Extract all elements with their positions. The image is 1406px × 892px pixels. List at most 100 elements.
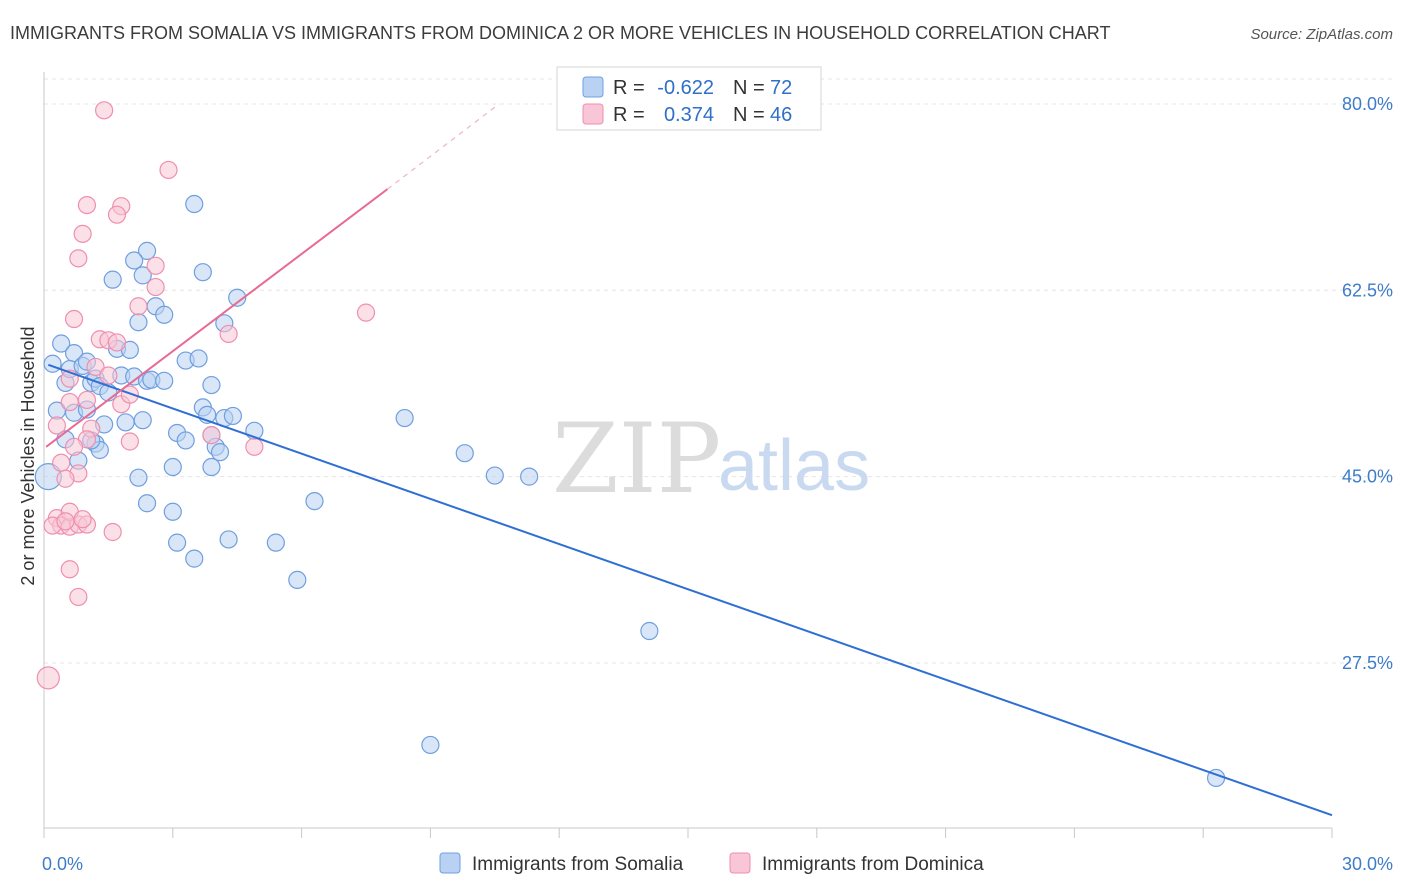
point-somalia — [155, 305, 174, 324]
point-somalia — [640, 621, 659, 641]
point-dominica — [52, 453, 71, 472]
point-somalia — [485, 466, 504, 485]
watermark-atlas: atlas — [718, 426, 870, 506]
trend-line-somalia — [47, 363, 1333, 817]
point-somalia — [133, 411, 152, 430]
point-dominica — [129, 297, 148, 316]
stats-r-label-2: R = — [613, 104, 645, 126]
stats-n-label-1: N = — [733, 77, 765, 99]
point-somalia — [163, 457, 182, 477]
point-dominica — [86, 357, 105, 377]
point-somalia — [137, 241, 157, 260]
stats-n-label-2: N = — [733, 104, 765, 126]
y-tick-label: 62.5% — [1342, 280, 1393, 300]
point-dominica — [245, 437, 264, 456]
gridlines — [44, 78, 1392, 664]
point-dominica — [77, 390, 97, 410]
stats-r-value-2: 0.374 — [664, 104, 714, 126]
point-somalia — [163, 502, 182, 521]
point-somalia — [210, 443, 230, 462]
point-somalia — [455, 444, 474, 463]
point-somalia — [219, 530, 238, 549]
point-dominica — [56, 469, 75, 488]
point-dominica — [60, 392, 79, 412]
point-somalia — [176, 431, 195, 450]
point-dominica — [356, 303, 376, 322]
legend-swatch-dominica — [729, 852, 751, 874]
point-dominica — [120, 432, 139, 451]
point-somalia — [288, 570, 307, 590]
point-dominica — [47, 416, 66, 435]
series-dominica — [36, 101, 376, 690]
point-dominica — [146, 277, 165, 297]
point-somalia — [129, 313, 148, 332]
point-somalia — [202, 375, 221, 395]
point-somalia — [189, 349, 208, 368]
y-tick-label: 27.5% — [1342, 653, 1393, 673]
point-dominica — [64, 309, 84, 329]
legend-label-dominica: Immigrants from Dominica — [762, 854, 984, 875]
point-somalia — [167, 533, 187, 552]
stats-swatch-somalia — [582, 76, 604, 98]
point-somalia — [185, 549, 204, 568]
point-somalia — [52, 334, 71, 353]
point-dominica — [107, 205, 127, 224]
point-dominica — [95, 101, 114, 120]
point-dominica — [219, 324, 238, 344]
chart-source: Source: ZipAtlas.com — [1250, 26, 1393, 43]
y-tick-label: 45.0% — [1342, 467, 1393, 487]
point-dominica — [69, 249, 88, 268]
point-somalia — [305, 492, 324, 511]
point-somalia — [137, 494, 157, 513]
point-somalia — [116, 413, 135, 432]
legend: Immigrants from Somalia Immigrants from … — [439, 852, 984, 875]
chart-title: IMMIGRANTS FROM SOMALIA VS IMMIGRANTS FR… — [10, 23, 1110, 43]
y-tick-labels: 27.5% 45.0% 62.5% 80.0% — [1342, 94, 1393, 673]
point-dominica — [36, 666, 60, 690]
point-dominica — [77, 195, 97, 215]
x-tick-label: 0.0% — [42, 854, 83, 874]
point-somalia — [228, 288, 247, 307]
stats-r-label-1: R = — [613, 77, 645, 99]
point-somalia — [43, 354, 62, 373]
point-dominica — [120, 385, 139, 404]
point-somalia — [155, 371, 174, 390]
point-somalia — [129, 468, 148, 487]
stats-r-value-1: -0.622 — [657, 77, 714, 99]
y-tick-label: 80.0% — [1342, 94, 1393, 114]
trend-line-extension-dominica — [387, 103, 500, 190]
x-tick-labels: 0.0% 30.0% — [42, 854, 1393, 874]
y-axis-label: 2 or more Vehicles in Household — [18, 326, 38, 585]
point-dominica — [56, 512, 75, 531]
point-dominica — [69, 587, 88, 607]
point-dominica — [146, 256, 165, 275]
point-dominica — [107, 333, 127, 352]
point-somalia — [395, 408, 414, 428]
series-somalia — [34, 194, 1226, 788]
point-dominica — [103, 522, 122, 542]
point-dominica — [202, 425, 221, 445]
x-tick-label: 30.0% — [1342, 854, 1393, 874]
point-somalia — [421, 735, 440, 755]
point-dominica — [73, 224, 92, 243]
point-somalia — [133, 266, 152, 285]
point-somalia — [202, 457, 221, 477]
watermark: ZIP atlas — [552, 403, 870, 515]
point-dominica — [159, 160, 178, 180]
legend-label-somalia: Immigrants from Somalia — [472, 854, 684, 875]
trend-lines — [45, 103, 1333, 817]
point-somalia — [185, 194, 204, 214]
stats-n-value-2: 46 — [770, 104, 792, 126]
point-somalia — [223, 406, 243, 426]
stats-n-value-1: 72 — [770, 77, 792, 99]
x-axis-ticks — [43, 828, 1333, 838]
point-somalia — [125, 251, 144, 270]
point-dominica — [99, 366, 118, 385]
point-dominica — [64, 437, 84, 456]
stats-swatch-dominica — [582, 103, 604, 125]
point-somalia — [193, 263, 212, 282]
watermark-zip: ZIP — [552, 403, 721, 515]
stats-box: R = -0.622 N = 72 R = 0.374 N = 46 — [556, 66, 822, 131]
legend-swatch-somalia — [439, 852, 461, 874]
